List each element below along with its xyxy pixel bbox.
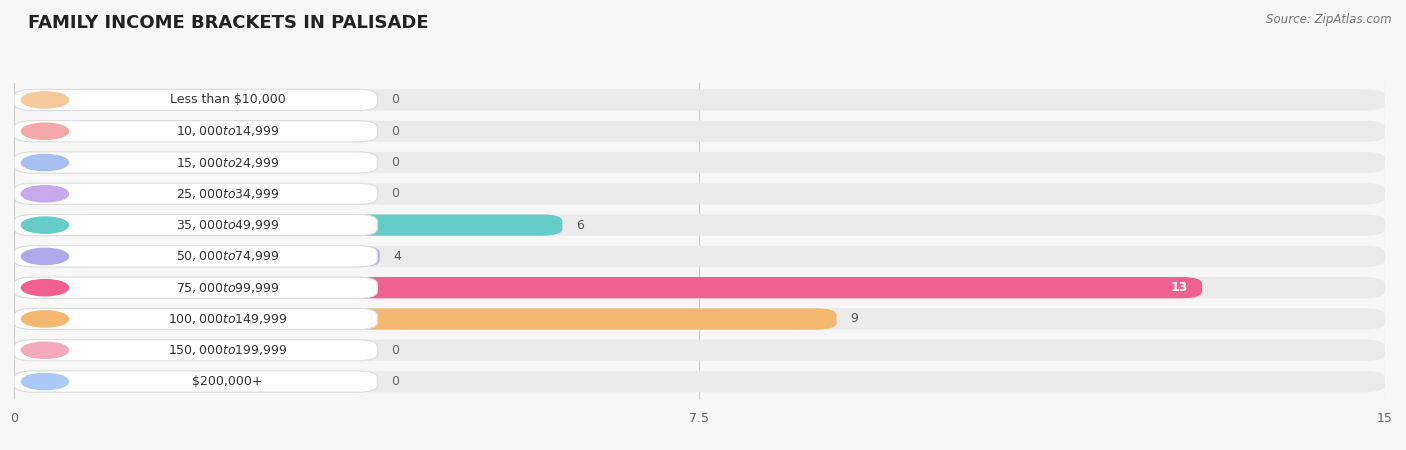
FancyBboxPatch shape xyxy=(14,308,837,329)
Text: $35,000 to $49,999: $35,000 to $49,999 xyxy=(176,218,280,232)
FancyBboxPatch shape xyxy=(14,340,1385,361)
Circle shape xyxy=(21,186,69,202)
Text: 0: 0 xyxy=(391,156,399,169)
FancyBboxPatch shape xyxy=(14,215,1385,236)
Circle shape xyxy=(21,248,69,265)
FancyBboxPatch shape xyxy=(14,90,377,111)
FancyBboxPatch shape xyxy=(14,183,1385,204)
FancyBboxPatch shape xyxy=(14,277,377,298)
Text: Source: ZipAtlas.com: Source: ZipAtlas.com xyxy=(1267,14,1392,27)
Circle shape xyxy=(21,123,69,140)
Circle shape xyxy=(21,279,69,296)
FancyBboxPatch shape xyxy=(14,277,1202,298)
FancyBboxPatch shape xyxy=(14,90,1385,111)
Text: 0: 0 xyxy=(391,94,399,107)
FancyBboxPatch shape xyxy=(14,215,562,236)
FancyBboxPatch shape xyxy=(14,340,377,361)
Circle shape xyxy=(21,92,69,108)
Text: $200,000+: $200,000+ xyxy=(193,375,263,388)
FancyBboxPatch shape xyxy=(14,246,380,267)
Text: 9: 9 xyxy=(851,312,858,325)
Text: 4: 4 xyxy=(394,250,401,263)
FancyBboxPatch shape xyxy=(14,183,377,204)
Circle shape xyxy=(21,154,69,171)
Text: 0: 0 xyxy=(391,125,399,138)
Text: $150,000 to $199,999: $150,000 to $199,999 xyxy=(167,343,287,357)
Text: $50,000 to $74,999: $50,000 to $74,999 xyxy=(176,249,280,263)
FancyBboxPatch shape xyxy=(14,246,1385,267)
Circle shape xyxy=(21,374,69,390)
FancyBboxPatch shape xyxy=(14,152,1385,173)
Text: $75,000 to $99,999: $75,000 to $99,999 xyxy=(176,281,280,295)
Text: 0: 0 xyxy=(391,375,399,388)
Text: 0: 0 xyxy=(391,187,399,200)
FancyBboxPatch shape xyxy=(14,371,377,392)
FancyBboxPatch shape xyxy=(14,121,377,142)
FancyBboxPatch shape xyxy=(14,308,377,329)
FancyBboxPatch shape xyxy=(14,277,1385,298)
FancyBboxPatch shape xyxy=(14,215,377,236)
Text: Less than $10,000: Less than $10,000 xyxy=(170,94,285,107)
Circle shape xyxy=(21,217,69,233)
Text: $100,000 to $149,999: $100,000 to $149,999 xyxy=(167,312,287,326)
Circle shape xyxy=(21,311,69,327)
FancyBboxPatch shape xyxy=(14,152,377,173)
Text: $15,000 to $24,999: $15,000 to $24,999 xyxy=(176,156,280,170)
Circle shape xyxy=(21,342,69,358)
Text: FAMILY INCOME BRACKETS IN PALISADE: FAMILY INCOME BRACKETS IN PALISADE xyxy=(28,14,429,32)
Text: 0: 0 xyxy=(391,344,399,357)
Text: $10,000 to $14,999: $10,000 to $14,999 xyxy=(176,124,280,138)
FancyBboxPatch shape xyxy=(14,308,1385,329)
FancyBboxPatch shape xyxy=(14,246,377,267)
Text: 13: 13 xyxy=(1171,281,1188,294)
FancyBboxPatch shape xyxy=(14,371,1385,392)
Text: $25,000 to $34,999: $25,000 to $34,999 xyxy=(176,187,280,201)
FancyBboxPatch shape xyxy=(14,121,1385,142)
Text: 6: 6 xyxy=(576,219,583,232)
